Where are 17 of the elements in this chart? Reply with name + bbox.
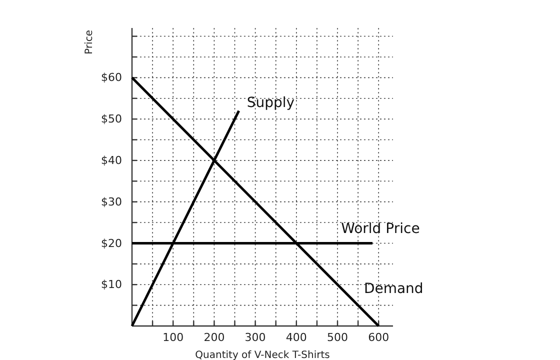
y-tick-label: $40 — [101, 154, 122, 167]
y-tick-label: $30 — [101, 195, 122, 208]
x-tick-label: 500 — [327, 330, 348, 344]
x-tick-label: 300 — [244, 330, 266, 344]
series-label: Demand — [364, 281, 424, 298]
y-tick-label: $10 — [101, 278, 122, 292]
x-tick-label: 200 — [204, 330, 225, 344]
y-axis-title: Price — [84, 30, 95, 54]
y-tick-label: $60 — [101, 71, 122, 84]
series-label: World Price — [341, 221, 420, 238]
x-tick-label: 400 — [286, 330, 307, 344]
x-tick-label: 600 — [368, 330, 390, 344]
y-tick-label: $50 — [101, 112, 122, 126]
x-axis-title: Quantity of V-Neck T-Shirts — [195, 350, 330, 360]
y-tick-label: $20 — [101, 236, 122, 250]
x-tick-label: 100 — [162, 330, 184, 344]
series-label: Supply — [246, 94, 295, 111]
